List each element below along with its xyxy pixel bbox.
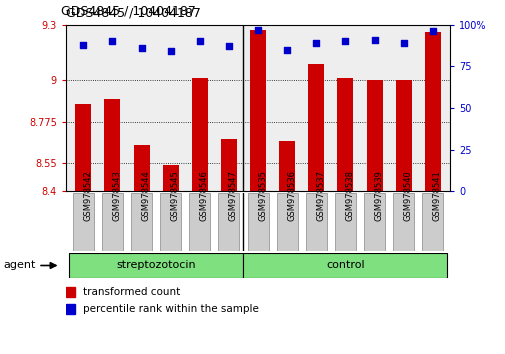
Bar — [424, 32, 440, 191]
Text: control: control — [326, 261, 364, 270]
FancyBboxPatch shape — [422, 193, 442, 251]
Point — [399, 40, 407, 46]
Bar — [395, 80, 411, 191]
FancyBboxPatch shape — [189, 193, 210, 251]
FancyBboxPatch shape — [243, 253, 446, 278]
Bar — [308, 64, 324, 191]
Point — [108, 39, 116, 44]
Point — [283, 47, 291, 52]
Text: GDS4845 / 10404187: GDS4845 / 10404187 — [66, 6, 200, 19]
FancyBboxPatch shape — [73, 193, 93, 251]
Bar — [66, 287, 75, 297]
Point — [312, 40, 320, 46]
Bar — [366, 80, 382, 191]
Text: GSM978535: GSM978535 — [258, 170, 267, 221]
Bar — [249, 30, 266, 191]
FancyBboxPatch shape — [305, 193, 326, 251]
Point — [137, 45, 145, 51]
FancyBboxPatch shape — [364, 193, 384, 251]
Text: GSM978538: GSM978538 — [345, 170, 354, 221]
Bar — [66, 304, 75, 314]
Bar — [191, 78, 208, 191]
FancyBboxPatch shape — [69, 253, 243, 278]
Point — [341, 39, 349, 44]
Text: streptozotocin: streptozotocin — [116, 261, 195, 270]
Point — [166, 48, 174, 54]
Bar — [279, 141, 294, 191]
Bar — [133, 145, 149, 191]
Text: GSM978544: GSM978544 — [141, 171, 150, 221]
Text: GSM978537: GSM978537 — [316, 170, 325, 221]
FancyBboxPatch shape — [392, 193, 414, 251]
Text: GSM978542: GSM978542 — [83, 171, 92, 221]
Point — [254, 27, 262, 33]
Point — [195, 39, 204, 44]
FancyBboxPatch shape — [102, 193, 123, 251]
FancyBboxPatch shape — [160, 193, 181, 251]
Text: percentile rank within the sample: percentile rank within the sample — [83, 304, 259, 314]
FancyBboxPatch shape — [247, 193, 268, 251]
FancyBboxPatch shape — [131, 193, 152, 251]
Text: GSM978547: GSM978547 — [228, 170, 237, 221]
Text: GSM978545: GSM978545 — [170, 171, 179, 221]
Text: GSM978543: GSM978543 — [112, 170, 121, 221]
Text: transformed count: transformed count — [83, 287, 180, 297]
Text: GSM978546: GSM978546 — [199, 170, 209, 221]
Bar — [221, 139, 236, 191]
FancyBboxPatch shape — [276, 193, 297, 251]
FancyBboxPatch shape — [218, 193, 239, 251]
Point — [79, 42, 87, 47]
Text: GSM978540: GSM978540 — [403, 171, 412, 221]
Point — [370, 37, 378, 42]
Text: GSM978539: GSM978539 — [374, 170, 383, 221]
Point — [224, 44, 232, 49]
FancyBboxPatch shape — [334, 193, 355, 251]
Bar — [337, 78, 353, 191]
Text: GSM978541: GSM978541 — [432, 171, 441, 221]
Text: GSM978536: GSM978536 — [287, 170, 295, 221]
Bar — [75, 104, 91, 191]
Text: agent: agent — [4, 261, 35, 270]
Point — [428, 29, 436, 34]
Bar — [162, 165, 178, 191]
Text: GDS4845 / 10404187: GDS4845 / 10404187 — [61, 5, 195, 18]
Bar — [104, 99, 120, 191]
